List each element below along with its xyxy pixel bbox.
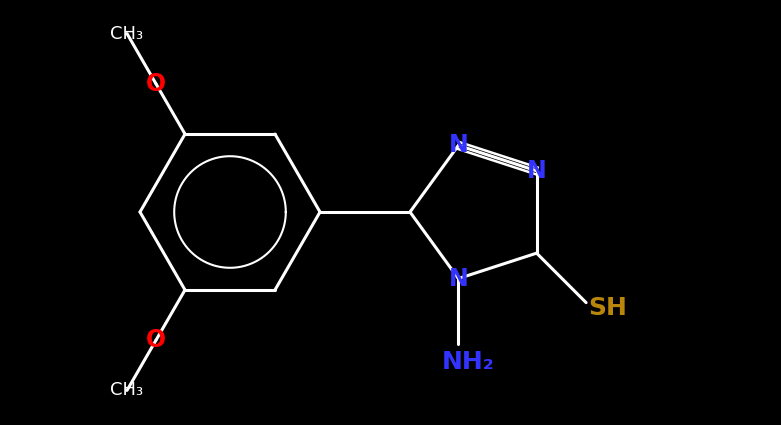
Text: CH₃: CH₃ (110, 381, 144, 400)
Text: O: O (146, 72, 166, 96)
Text: N: N (448, 133, 469, 157)
Text: N: N (526, 159, 547, 183)
Text: NH₂: NH₂ (442, 350, 494, 374)
Text: N: N (448, 266, 469, 291)
Text: CH₃: CH₃ (110, 25, 144, 42)
Text: O: O (146, 328, 166, 352)
Text: SH: SH (589, 296, 628, 320)
